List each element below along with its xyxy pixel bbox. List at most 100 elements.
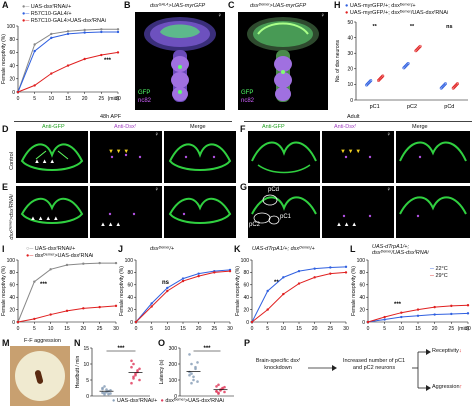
panel-j-title: dsxᴰᵉᵐᵉʳ/+ [150, 246, 175, 252]
channel-nc82-label: nc82 [241, 98, 255, 104]
y-tick-label: 100 [7, 24, 16, 30]
x-tick-label: 30 [465, 326, 471, 332]
y-tick-label: 100 [125, 258, 134, 264]
svg-text:▼ ▼ ▼: ▼ ▼ ▼ [340, 149, 361, 155]
data-point [329, 272, 332, 275]
y-tick-label: 50 [347, 20, 353, 26]
data-point [400, 311, 403, 314]
label-pcd: pCd [268, 187, 280, 193]
y-tick-label: 0 [12, 320, 15, 326]
col-header-merge: Merge [412, 124, 428, 130]
data-point [190, 372, 193, 375]
panel-b-letter: B [124, 0, 131, 10]
micrograph-g-gfp: pCd pC2 pC1 [248, 186, 320, 238]
micrograph-d-dsx: ▼ ▼ ▼ ♀ [90, 131, 162, 183]
channel-gfp-label: GFP [241, 90, 254, 96]
series-line [17, 305, 117, 323]
legend-item: ● UAS-myrGFP/+; dsxᴰᵉᵐᵉʳ/UAS-dsxᶠRNAi [345, 10, 449, 16]
significance-label: ns [446, 24, 452, 30]
y-tick-label: 0 [174, 394, 177, 400]
data-point [33, 43, 36, 46]
x-tick-label: 20 [82, 96, 88, 102]
y-tick-label: 0 [362, 320, 365, 326]
flow-arrowhead [426, 385, 431, 391]
svg-text:▼ ▼ ▼: ▼ ▼ ▼ [108, 149, 129, 155]
legend-item: ─ 22°C [430, 266, 448, 272]
y-tick-label: 40 [243, 295, 249, 301]
x-tick-label: 10 [49, 96, 55, 102]
x-tick-label: 30 [115, 96, 121, 102]
y-axis-label: No. of dsx neurons [335, 40, 341, 82]
data-point [82, 262, 85, 265]
x-tick-label: 30 [227, 326, 233, 332]
svg-text:▲ ▲ ▲: ▲ ▲ ▲ [336, 222, 357, 228]
data-point [50, 32, 53, 36]
data-point [181, 279, 185, 283]
x-tick-label: 0 [17, 326, 20, 332]
data-point [116, 28, 120, 31]
data-point [33, 49, 36, 53]
stage-separator [14, 121, 232, 122]
y-tick-label: 100 [7, 258, 16, 264]
data-point [65, 309, 69, 313]
y-tick-label: 80 [359, 270, 365, 276]
data-point [250, 320, 254, 324]
data-point [66, 32, 70, 36]
data-point [166, 289, 169, 293]
data-point [101, 387, 104, 391]
data-point [132, 377, 135, 380]
y-tick-label: 20 [9, 307, 15, 313]
label-pc1: pC1 [280, 214, 292, 220]
data-point [181, 277, 185, 280]
data-point [65, 263, 69, 267]
svg-text:▲ ▲ ▲: ▲ ▲ ▲ [34, 159, 55, 165]
y-axis-label: Female receptivity (%) [351, 266, 357, 316]
y-tick-label: 100 [169, 378, 178, 384]
x-tick-label: 0 [135, 326, 138, 332]
x-tick-label: 10 [165, 326, 171, 332]
data-point [217, 392, 220, 395]
legend-item: ●─ dsxᴰᵉᵐᵉʳ>UAS-dsxᶠRNAi [26, 253, 94, 259]
x-tick-label: 20 [81, 326, 87, 332]
stage-separator [244, 121, 472, 122]
down-arrow-icon: ↓ [458, 348, 462, 354]
data-point [130, 381, 133, 385]
y-tick-label: 60 [9, 283, 15, 289]
sex-symbol: ♀ [386, 187, 392, 193]
x-tick-label: 10 [399, 326, 405, 332]
data-point [466, 304, 470, 307]
x-tick-label: 20 [196, 326, 202, 332]
y-tick-label: 0 [12, 90, 15, 96]
data-point [223, 385, 226, 389]
data-point [116, 30, 120, 34]
y-axis-label: Headbutt / min [75, 356, 81, 389]
panel-l-title: UAS-dTrpA1/+; dsxᴰᵉᵐᵉʳ/UAS-dsxᶠRNAi [372, 244, 429, 256]
data-point [196, 361, 199, 364]
x-tick-label: 15 [65, 96, 71, 102]
data-point [116, 51, 120, 54]
x-tick-label: 5 [150, 326, 153, 332]
row-label-control: Control [9, 152, 15, 170]
data-point [433, 313, 436, 316]
x-tick-label: 25 [449, 326, 455, 332]
y-tick-label: 40 [9, 295, 15, 301]
micrograph-f-dsx: ▼ ▼ ▼ ♀ [322, 131, 394, 183]
series-line [251, 266, 347, 323]
series-line [17, 28, 118, 93]
sex-symbol: ♀ [217, 13, 223, 19]
panel-l-letter: L [350, 244, 356, 254]
chart-k: 0 20 40 60 80 100 0 5 10 15 20 25 30 Female receptivi… [235, 258, 349, 332]
data-point [103, 385, 106, 388]
data-point [100, 30, 103, 34]
x-tick-label: 5 [383, 326, 386, 332]
micrograph-b: ♀ GFP nc82 [135, 12, 225, 110]
y-tick-label: 0 [350, 98, 353, 104]
x-tick-label: 15 [180, 326, 186, 332]
data-point [150, 305, 153, 308]
data-point [197, 274, 200, 278]
x-tick-label: 25 [328, 326, 334, 332]
x-tick-label: 0 [251, 326, 254, 332]
micrograph-e-dsx: ▲ ▲ ▲ ♀ [90, 186, 162, 238]
y-axis-label: Female receptivity (%) [1, 34, 7, 84]
data-point [215, 390, 218, 393]
